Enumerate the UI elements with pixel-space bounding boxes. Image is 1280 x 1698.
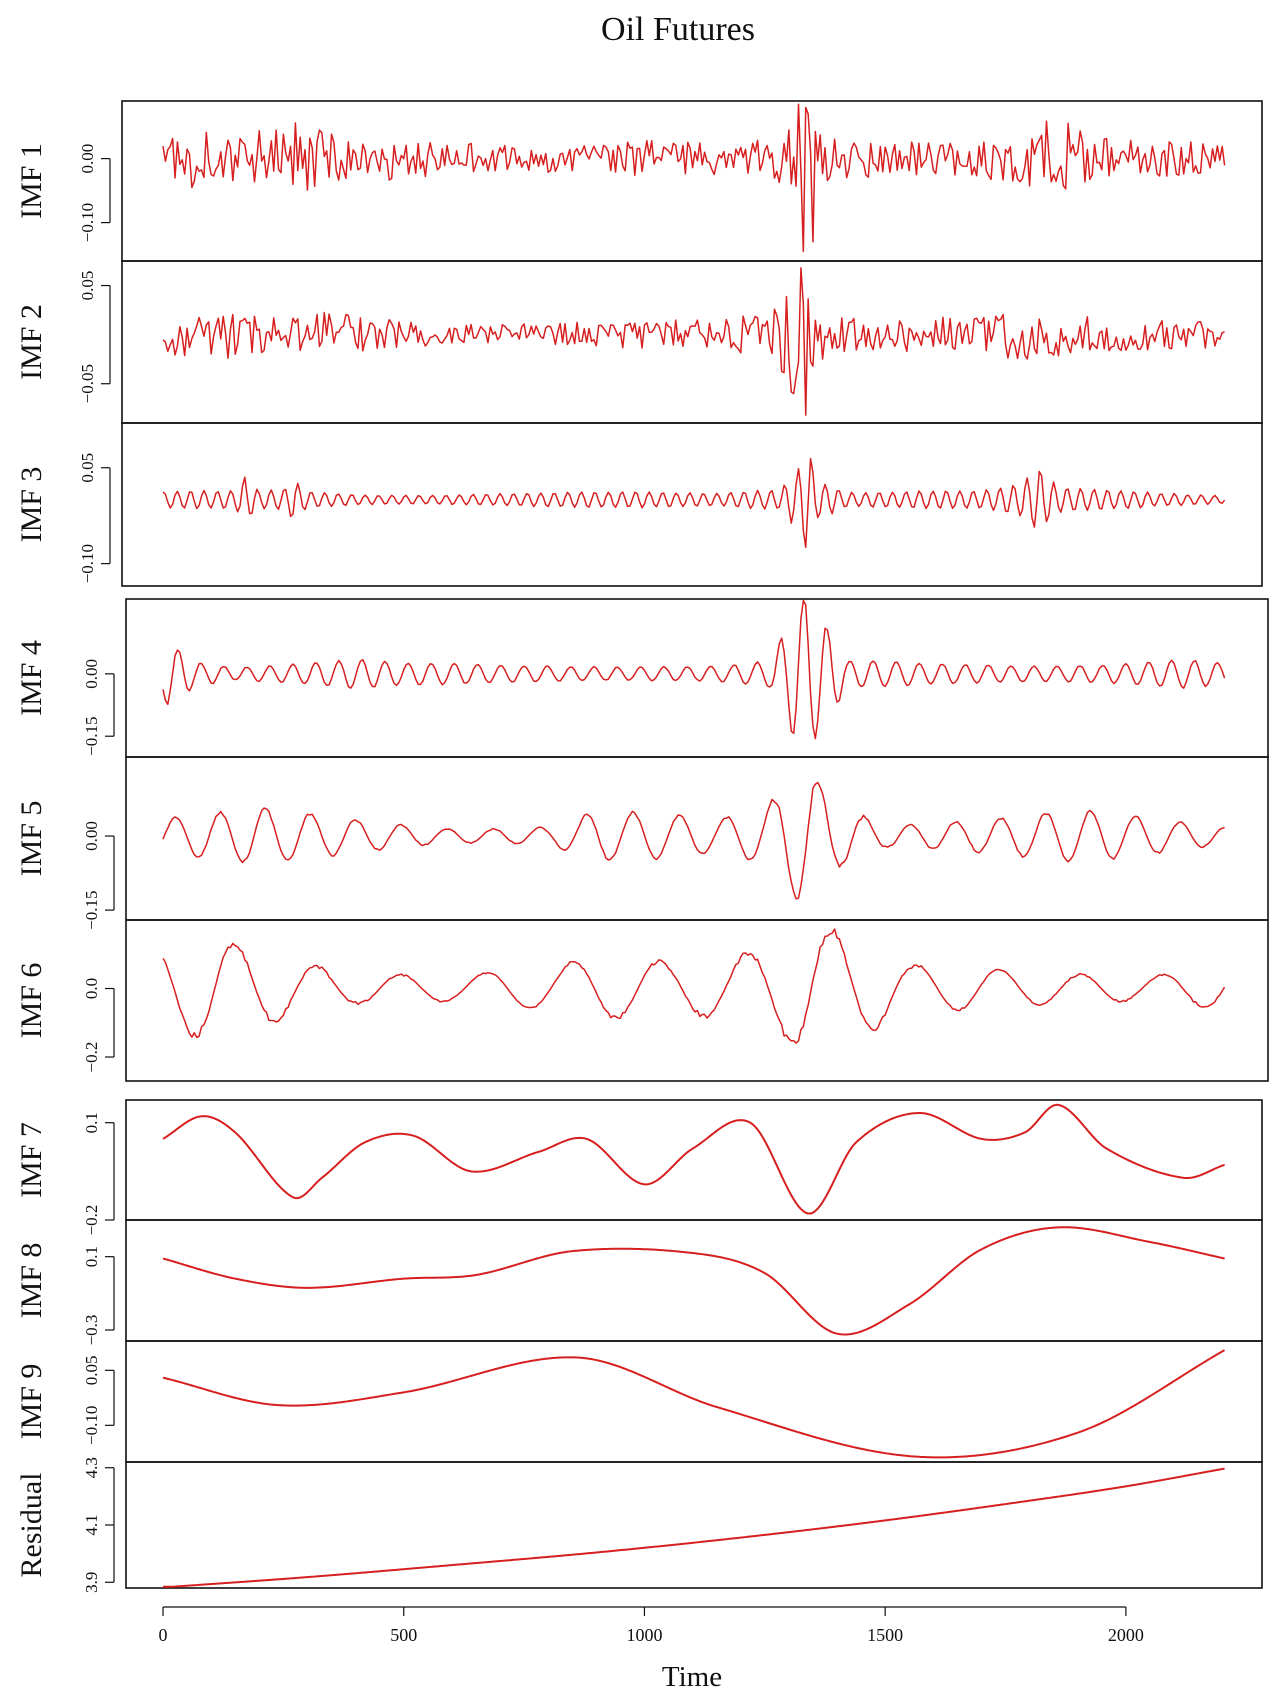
x-tick-label: 2000 <box>1108 1625 1144 1645</box>
chart-title: Oil Futures <box>601 11 755 48</box>
panel-imf-3: −0.10 0.05 IMF 3 <box>15 422 1263 587</box>
panel-imf-8: −0.3 0.1 IMF 8 <box>15 1219 1263 1346</box>
x-tick-label: 1000 <box>626 1625 662 1645</box>
panel-frame-imf-2 <box>121 260 1263 424</box>
y-tick-label-imf-2: 0.05 <box>78 271 97 301</box>
y-tick-label-imf-8: 0.1 <box>82 1246 101 1267</box>
y-tick-label-imf-3: −0.10 <box>78 544 97 583</box>
series-line-imf-2 <box>162 267 1225 416</box>
y-tick-label-imf-9: 0.05 <box>82 1355 101 1385</box>
series-line-imf-9 <box>162 1349 1226 1459</box>
y-tick-label-residual: 3.9 <box>82 1572 101 1593</box>
series-line-residual <box>163 1467 1225 1588</box>
y-tick-label-imf-3: 0.05 <box>78 453 97 483</box>
panel-imf-1: −0.10 0.00 IMF 1 <box>15 100 1263 262</box>
x-tick-label: 0 <box>159 1625 168 1645</box>
series-line-imf-1 <box>162 103 1226 253</box>
y-tick-label-imf-4: 0.00 <box>82 659 101 689</box>
y-tick-label-residual: 4.1 <box>82 1514 101 1535</box>
y-tick-label-imf-7: −0.2 <box>82 1205 101 1236</box>
panel-frame-imf-4 <box>125 598 1269 758</box>
panel-residual: 3.9 4.1 4.3 Residual <box>15 1457 1263 1593</box>
panels-group: −0.10 0.00 IMF 1 −0.05 0.05 IMF 2 −0.10 0.05 IMF… <box>15 100 1269 1593</box>
x-tick-label: 1500 <box>867 1625 903 1645</box>
y-tick-label-imf-5: −0.15 <box>82 890 101 929</box>
y-tick-label-imf-5: 0.00 <box>82 821 101 851</box>
panel-label-imf-5: IMF 5 <box>15 801 48 877</box>
panel-frame-imf-6 <box>125 919 1269 1082</box>
panel-label-imf-6: IMF 6 <box>15 963 48 1039</box>
panel-frame-imf-7 <box>125 1099 1263 1221</box>
y-tick-label-residual: 4.3 <box>82 1457 101 1478</box>
panel-imf-9: −0.10 0.05 IMF 9 <box>15 1340 1263 1463</box>
panel-label-imf-4: IMF 4 <box>15 640 48 716</box>
y-tick-label-imf-2: −0.05 <box>78 364 97 403</box>
panel-label-imf-7: IMF 7 <box>15 1122 48 1198</box>
panel-imf-5: −0.15 0.00 IMF 5 <box>15 756 1269 930</box>
series-line-imf-6 <box>162 928 1226 1044</box>
panel-imf-7: −0.2 0.1 IMF 7 <box>15 1099 1263 1236</box>
panel-imf-2: −0.05 0.05 IMF 2 <box>15 260 1263 424</box>
panel-imf-4: −0.15 0.00 IMF 4 <box>15 598 1269 758</box>
panel-label-imf-2: IMF 2 <box>15 304 48 380</box>
panel-frame-imf-8 <box>125 1219 1263 1342</box>
y-tick-label-imf-6: −0.2 <box>82 1042 101 1073</box>
series-line-imf-5 <box>162 781 1225 900</box>
series-line-imf-3 <box>162 457 1226 549</box>
panel-label-imf-8: IMF 8 <box>15 1243 48 1319</box>
x-axis: 0 500 1000 1500 2000 <box>159 1606 1144 1645</box>
panel-imf-6: −0.2 0.0 IMF 6 <box>15 919 1269 1082</box>
x-tick-label: 500 <box>390 1625 417 1645</box>
panel-label-imf-3: IMF 3 <box>15 467 48 543</box>
series-line-imf-4 <box>162 599 1226 740</box>
panel-label-imf-1: IMF 1 <box>15 143 48 219</box>
y-tick-label-imf-7: 0.1 <box>82 1112 101 1133</box>
y-tick-label-imf-9: −0.10 <box>82 1406 101 1445</box>
series-line-imf-8 <box>162 1226 1225 1336</box>
y-tick-label-imf-6: 0.0 <box>82 978 101 999</box>
series-line-imf-7 <box>162 1103 1225 1215</box>
panel-frame-residual <box>125 1461 1263 1589</box>
y-tick-label-imf-1: 0.00 <box>78 144 97 174</box>
x-axis-label: Time <box>662 1661 722 1693</box>
panel-label-residual: Residual <box>15 1473 48 1578</box>
y-tick-label-imf-1: −0.10 <box>78 203 97 242</box>
panel-frame-imf-5 <box>125 756 1269 921</box>
y-tick-label-imf-4: −0.15 <box>82 717 101 756</box>
panel-frame-imf-3 <box>121 422 1263 587</box>
panel-label-imf-9: IMF 9 <box>15 1364 48 1440</box>
panel-frame-imf-9 <box>125 1340 1263 1463</box>
y-tick-label-imf-8: −0.3 <box>82 1315 101 1346</box>
